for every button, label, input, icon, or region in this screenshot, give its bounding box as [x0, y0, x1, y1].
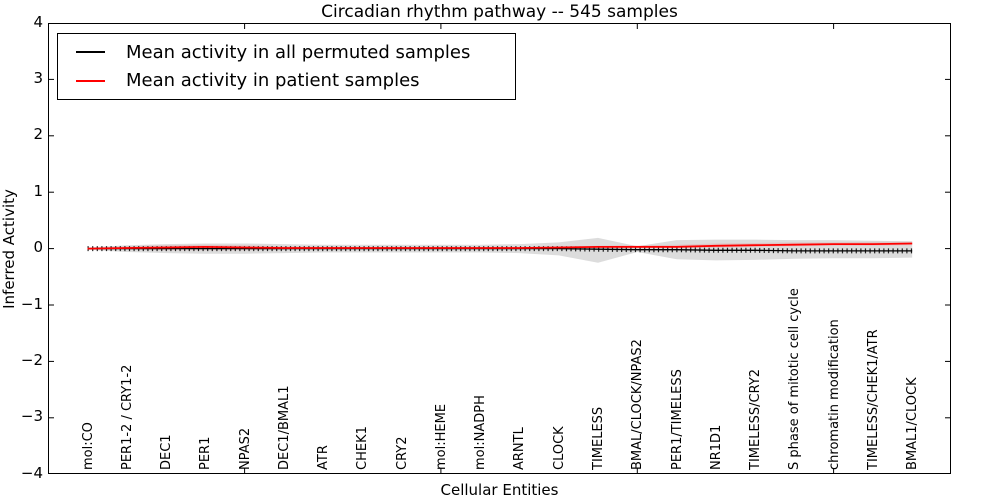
- y-tick-label: 0: [33, 238, 43, 257]
- y-tick-label: −4: [20, 463, 43, 482]
- x-tick-label: chromatin modification: [826, 319, 842, 470]
- x-tick-label: CRY2: [394, 436, 410, 471]
- x-tick-label: PER1/TIMELESS: [669, 369, 685, 470]
- y-tick-label: −3: [20, 407, 43, 426]
- y-tick-label: 2: [33, 125, 43, 144]
- y-tick-label: 4: [33, 12, 43, 31]
- y-tick-label: −2: [20, 350, 43, 369]
- legend-label-patient: Mean activity in patient samples: [126, 70, 420, 92]
- x-tick-label: BMAL1/CLOCK: [905, 377, 921, 470]
- legend-line-swatch-patient: [76, 79, 105, 82]
- x-tick-label: PER1-2 / CRY1-2: [119, 364, 135, 470]
- legend: Mean activity in all permuted samples Me…: [57, 33, 516, 100]
- x-tick-label: ATR: [316, 445, 332, 470]
- legend-line-swatch-permuted: [76, 51, 105, 54]
- y-tick-label: 3: [33, 68, 43, 87]
- y-tick-label: −1: [20, 294, 43, 313]
- x-tick-label: CHEK1: [355, 426, 371, 470]
- x-tick-label: PER1: [198, 436, 214, 470]
- x-tick-label: DEC1: [159, 434, 175, 470]
- x-tick-label: mol:CO: [80, 422, 96, 470]
- x-tick-label: mol:HEME: [433, 403, 449, 470]
- x-tick-label: ARNTL: [512, 427, 528, 470]
- x-tick-label: BMAL/CLOCK/NPAS2: [630, 339, 646, 470]
- x-axis-label: Cellular Entities: [440, 481, 559, 499]
- x-tick-label: CLOCK: [551, 426, 567, 470]
- band-permuted-std: [87, 237, 913, 263]
- legend-label-permuted: Mean activity in all permuted samples: [126, 41, 471, 63]
- x-tick-label: DEC1/BMAL1: [276, 385, 292, 471]
- x-tick-label: mol:NADPH: [473, 395, 489, 470]
- x-tick-label: S phase of mitotic cell cycle: [787, 288, 803, 470]
- x-tick-label: TIMELESS: [591, 406, 606, 470]
- x-tick-label: TIMELESS/CHEK1/ATR: [865, 329, 881, 470]
- legend-item-permuted: Mean activity in all permuted samples: [76, 42, 515, 63]
- y-tick-label: 1: [33, 181, 43, 200]
- x-tick-label: NR1D1: [708, 424, 724, 470]
- series-line-patient: [87, 242, 913, 250]
- chart-title: Circadian rhythm pathway -- 545 samples: [321, 2, 678, 22]
- x-tick-label: TIMELESS/CRY2: [748, 368, 764, 470]
- plot-canvas: [49, 24, 950, 473]
- legend-item-patient: Mean activity in patient samples: [76, 70, 515, 91]
- x-tick-label: NPAS2: [237, 427, 253, 470]
